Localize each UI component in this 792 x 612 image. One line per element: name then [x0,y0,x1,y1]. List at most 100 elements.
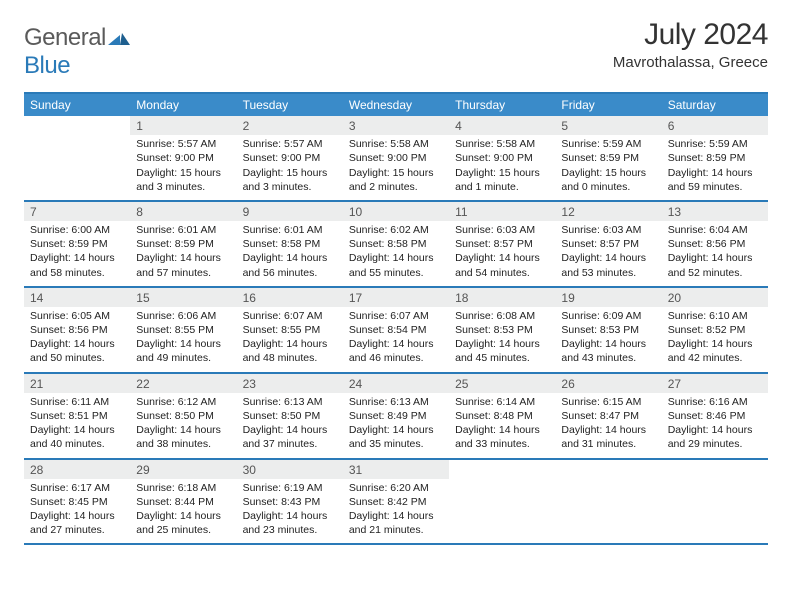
day-body: Sunrise: 5:59 AMSunset: 8:59 PMDaylight:… [555,135,661,200]
day-number: 31 [343,460,449,479]
week-row: 21Sunrise: 6:11 AMSunset: 8:51 PMDayligh… [24,374,768,460]
day-cell: 26Sunrise: 6:15 AMSunset: 8:47 PMDayligh… [555,374,661,458]
day-body: Sunrise: 6:13 AMSunset: 8:49 PMDaylight:… [343,393,449,458]
day-cell: 7Sunrise: 6:00 AMSunset: 8:59 PMDaylight… [24,202,130,286]
day-cell: 21Sunrise: 6:11 AMSunset: 8:51 PMDayligh… [24,374,130,458]
header: General Blue July 2024 Mavrothalassa, Gr… [24,18,768,80]
sunrise-text: Sunrise: 5:57 AM [243,137,337,151]
week-row: 14Sunrise: 6:05 AMSunset: 8:56 PMDayligh… [24,288,768,374]
day-number: 28 [24,460,130,479]
day-body: Sunrise: 6:12 AMSunset: 8:50 PMDaylight:… [130,393,236,458]
day-body: Sunrise: 6:08 AMSunset: 8:53 PMDaylight:… [449,307,555,372]
day-body: Sunrise: 6:01 AMSunset: 8:59 PMDaylight:… [130,221,236,286]
day-body: Sunrise: 6:13 AMSunset: 8:50 PMDaylight:… [237,393,343,458]
day-number: 1 [130,116,236,135]
daylight-text: Daylight: 14 hours and 33 minutes. [455,423,549,451]
sunrise-text: Sunrise: 6:13 AM [349,395,443,409]
title-block: July 2024 Mavrothalassa, Greece [613,18,768,71]
daylight-text: Daylight: 14 hours and 59 minutes. [668,166,762,194]
sunrise-text: Sunrise: 6:17 AM [30,481,124,495]
daylight-text: Daylight: 15 hours and 3 minutes. [136,166,230,194]
day-cell: 16Sunrise: 6:07 AMSunset: 8:55 PMDayligh… [237,288,343,372]
sunset-text: Sunset: 8:56 PM [30,323,124,337]
dow-tuesday: Tuesday [237,94,343,116]
day-body: Sunrise: 6:10 AMSunset: 8:52 PMDaylight:… [662,307,768,372]
day-body: Sunrise: 6:19 AMSunset: 8:43 PMDaylight:… [237,479,343,544]
sunset-text: Sunset: 8:50 PM [136,409,230,423]
day-body: Sunrise: 6:20 AMSunset: 8:42 PMDaylight:… [343,479,449,544]
day-number: 11 [449,202,555,221]
day-cell: 8Sunrise: 6:01 AMSunset: 8:59 PMDaylight… [130,202,236,286]
day-number [662,460,768,479]
sunset-text: Sunset: 8:59 PM [668,151,762,165]
sunset-text: Sunset: 9:00 PM [455,151,549,165]
daylight-text: Daylight: 14 hours and 50 minutes. [30,337,124,365]
daylight-text: Daylight: 14 hours and 21 minutes. [349,509,443,537]
day-body: Sunrise: 6:07 AMSunset: 8:54 PMDaylight:… [343,307,449,372]
day-body [662,479,768,544]
dow-monday: Monday [130,94,236,116]
day-number: 24 [343,374,449,393]
sunset-text: Sunset: 8:59 PM [30,237,124,251]
day-cell: 28Sunrise: 6:17 AMSunset: 8:45 PMDayligh… [24,460,130,544]
day-cell [449,460,555,544]
day-body: Sunrise: 6:02 AMSunset: 8:58 PMDaylight:… [343,221,449,286]
day-body: Sunrise: 6:03 AMSunset: 8:57 PMDaylight:… [449,221,555,286]
daylight-text: Daylight: 14 hours and 35 minutes. [349,423,443,451]
day-number [555,460,661,479]
day-body: Sunrise: 6:09 AMSunset: 8:53 PMDaylight:… [555,307,661,372]
day-cell: 12Sunrise: 6:03 AMSunset: 8:57 PMDayligh… [555,202,661,286]
day-cell: 9Sunrise: 6:01 AMSunset: 8:58 PMDaylight… [237,202,343,286]
day-body [449,479,555,544]
day-number: 20 [662,288,768,307]
day-number: 29 [130,460,236,479]
day-cell: 29Sunrise: 6:18 AMSunset: 8:44 PMDayligh… [130,460,236,544]
day-number: 17 [343,288,449,307]
day-cell: 6Sunrise: 5:59 AMSunset: 8:59 PMDaylight… [662,116,768,200]
day-cell: 15Sunrise: 6:06 AMSunset: 8:55 PMDayligh… [130,288,236,372]
day-body: Sunrise: 5:57 AMSunset: 9:00 PMDaylight:… [130,135,236,200]
day-number: 18 [449,288,555,307]
daylight-text: Daylight: 15 hours and 3 minutes. [243,166,337,194]
sunrise-text: Sunrise: 6:08 AM [455,309,549,323]
sunset-text: Sunset: 8:59 PM [561,151,655,165]
daylight-text: Daylight: 14 hours and 55 minutes. [349,251,443,279]
sunset-text: Sunset: 8:49 PM [349,409,443,423]
sunset-text: Sunset: 8:58 PM [243,237,337,251]
daylight-text: Daylight: 14 hours and 57 minutes. [136,251,230,279]
logo: General Blue [24,24,130,80]
sunset-text: Sunset: 8:51 PM [30,409,124,423]
sunset-text: Sunset: 8:59 PM [136,237,230,251]
day-number [449,460,555,479]
daylight-text: Daylight: 14 hours and 53 minutes. [561,251,655,279]
dow-thursday: Thursday [449,94,555,116]
sunset-text: Sunset: 9:00 PM [243,151,337,165]
calendar: Sunday Monday Tuesday Wednesday Thursday… [24,92,768,545]
daylight-text: Daylight: 14 hours and 49 minutes. [136,337,230,365]
daylight-text: Daylight: 14 hours and 54 minutes. [455,251,549,279]
day-body: Sunrise: 6:04 AMSunset: 8:56 PMDaylight:… [662,221,768,286]
day-body: Sunrise: 5:58 AMSunset: 9:00 PMDaylight:… [449,135,555,200]
daylight-text: Daylight: 14 hours and 48 minutes. [243,337,337,365]
daylight-text: Daylight: 14 hours and 25 minutes. [136,509,230,537]
sunset-text: Sunset: 8:53 PM [455,323,549,337]
sunset-text: Sunset: 8:42 PM [349,495,443,509]
day-number: 8 [130,202,236,221]
sunset-text: Sunset: 8:56 PM [668,237,762,251]
day-body: Sunrise: 6:18 AMSunset: 8:44 PMDaylight:… [130,479,236,544]
day-number: 16 [237,288,343,307]
day-number: 10 [343,202,449,221]
sunset-text: Sunset: 9:00 PM [349,151,443,165]
location: Mavrothalassa, Greece [613,54,768,71]
daylight-text: Daylight: 14 hours and 42 minutes. [668,337,762,365]
day-cell: 20Sunrise: 6:10 AMSunset: 8:52 PMDayligh… [662,288,768,372]
sunset-text: Sunset: 8:55 PM [136,323,230,337]
day-number: 6 [662,116,768,135]
sunrise-text: Sunrise: 5:58 AM [349,137,443,151]
day-number: 9 [237,202,343,221]
day-body: Sunrise: 5:59 AMSunset: 8:59 PMDaylight:… [662,135,768,200]
day-cell: 1Sunrise: 5:57 AMSunset: 9:00 PMDaylight… [130,116,236,200]
sunrise-text: Sunrise: 6:12 AM [136,395,230,409]
week-row: 7Sunrise: 6:00 AMSunset: 8:59 PMDaylight… [24,202,768,288]
daylight-text: Daylight: 14 hours and 46 minutes. [349,337,443,365]
